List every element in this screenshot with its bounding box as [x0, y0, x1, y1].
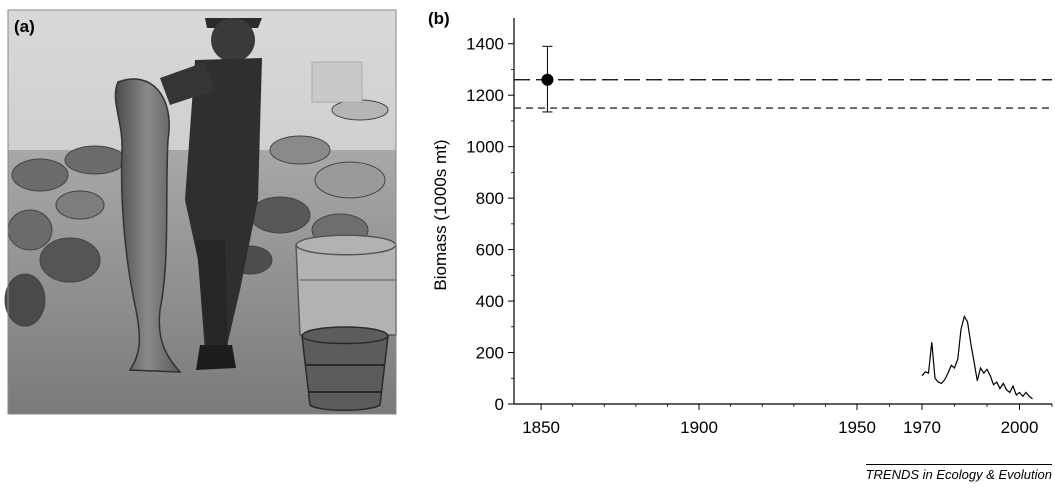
- y-tick-label: 1200: [466, 86, 504, 105]
- journal-credit: TRENDS in Ecology & Evolution: [865, 464, 1052, 482]
- y-tick-label: 200: [476, 344, 504, 363]
- rocks: [4, 99, 389, 327]
- distant-building: [311, 61, 363, 103]
- y-tick-label: 400: [476, 292, 504, 311]
- panel-a: (a): [0, 0, 400, 420]
- biomass-series-line: [921, 314, 1033, 400]
- chart-plot-area: 0 200 400 600 800 1000 1200 1400 1850 1900 1950 197…: [466, 18, 1053, 437]
- cod-fish: [114, 78, 182, 373]
- x-tick-label: 1950: [838, 418, 876, 437]
- y-tick-label: 600: [476, 241, 504, 260]
- panel-a-label: (a): [14, 17, 35, 36]
- y-tick-label: 1400: [466, 35, 504, 54]
- x-tick-label: 1850: [522, 418, 560, 437]
- panel-b-label: (b): [428, 9, 450, 28]
- y-axis-title: Biomass (1000s mt): [431, 139, 450, 290]
- wooden-bucket: [301, 326, 389, 411]
- x-tick-label: 1900: [680, 418, 718, 437]
- x-tick-label: 1970: [903, 418, 941, 437]
- y-tick-label: 1000: [466, 138, 504, 157]
- fisherman-photo: (a): [4, 9, 397, 415]
- fisherman-figure: [160, 18, 262, 370]
- photo-border: [7, 9, 397, 415]
- y-tick-label: 800: [476, 189, 504, 208]
- historical-data-point: [541, 73, 554, 86]
- x-tick-label: 2000: [1001, 418, 1039, 437]
- y-tick-label: 0: [495, 395, 504, 414]
